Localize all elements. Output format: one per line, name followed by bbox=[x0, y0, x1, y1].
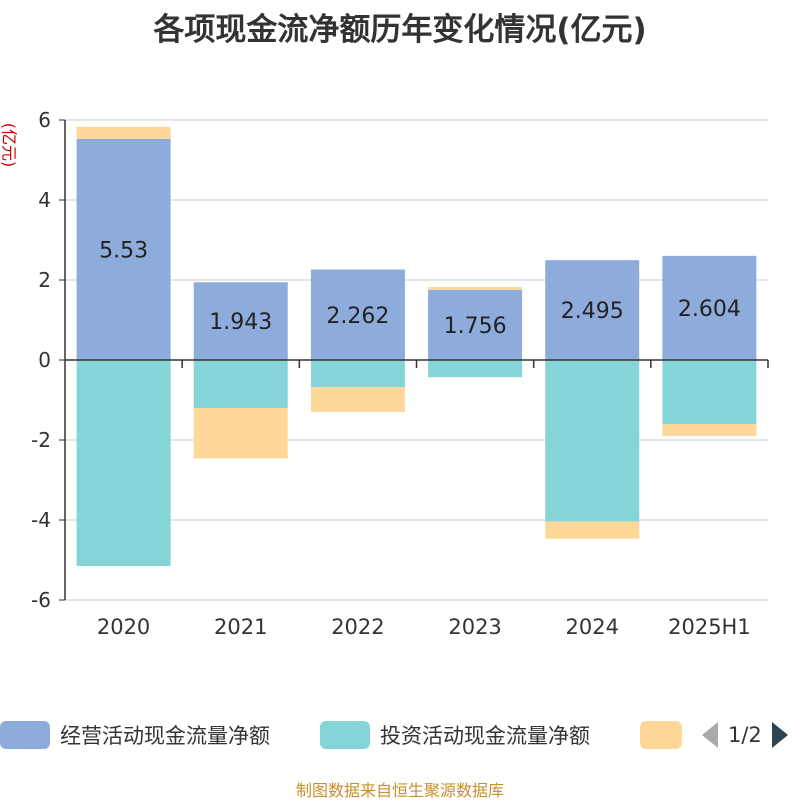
bar-segment bbox=[428, 360, 523, 378]
legend-label-investing: 投资活动现金流量净额 bbox=[380, 724, 590, 748]
bar-segment bbox=[428, 286, 523, 290]
pager-text: 1/2 bbox=[728, 723, 762, 747]
x-tick-label: 2021 bbox=[214, 615, 267, 639]
y-tick-label: 4 bbox=[38, 188, 51, 212]
bar-chart: 6 4 2 0 -2 -4 -6 5.53 2020 1.943 2021 2.262 2022 1.75… bbox=[31, 108, 769, 639]
bar-segment bbox=[310, 269, 405, 360]
y-tick-label: -4 bbox=[31, 508, 51, 532]
legend-swatch-operating bbox=[0, 721, 50, 749]
legend-item-financing[interactable] bbox=[640, 718, 682, 752]
bar-segment bbox=[193, 360, 288, 408]
legend-pager: 1/2 bbox=[700, 718, 790, 752]
pager-prev-icon[interactable] bbox=[700, 721, 720, 749]
data-label: 1.943 bbox=[209, 310, 272, 335]
bar-segment bbox=[662, 424, 757, 436]
x-tick-label: 2022 bbox=[331, 615, 384, 639]
y-tick-label: -2 bbox=[31, 428, 51, 452]
data-label: 2.495 bbox=[561, 299, 624, 324]
x-tick-label: 2023 bbox=[448, 615, 501, 639]
chart-title: 各项现金流净额历年变化情况(亿元) bbox=[153, 12, 647, 48]
x-tick-label: 2020 bbox=[97, 615, 150, 639]
bar-segment bbox=[545, 521, 640, 539]
bar-segment bbox=[76, 360, 171, 566]
bar-segment bbox=[76, 126, 171, 139]
source-note: 制图数据来自恒生聚源数据库 bbox=[295, 781, 504, 800]
y-tick-label: 0 bbox=[38, 348, 51, 372]
y-tick-label: 6 bbox=[38, 108, 51, 132]
x-tick-label: 2025H1 bbox=[668, 615, 751, 639]
data-label: 2.604 bbox=[678, 297, 741, 322]
bar-segment bbox=[662, 255, 757, 360]
data-label: 1.756 bbox=[444, 314, 507, 339]
legend-item-investing[interactable]: 投资活动现金流量净额 bbox=[320, 718, 590, 752]
bar-segment bbox=[428, 289, 523, 360]
bar-segment bbox=[545, 360, 640, 522]
y-tick-label: 2 bbox=[38, 268, 51, 292]
bar-segment bbox=[193, 408, 288, 459]
y-tick-label: -6 bbox=[31, 588, 51, 612]
bar-segment bbox=[310, 360, 405, 388]
pager-next-icon[interactable] bbox=[770, 721, 790, 749]
legend-swatch-investing bbox=[320, 721, 370, 749]
legend-label-operating: 经营活动现金流量净额 bbox=[60, 724, 270, 748]
bar-segment bbox=[545, 260, 640, 360]
data-label: 5.53 bbox=[99, 238, 148, 263]
bar-segment bbox=[310, 387, 405, 412]
bar-segment bbox=[193, 282, 288, 360]
bar-segment bbox=[662, 360, 757, 424]
x-tick-label: 2024 bbox=[566, 615, 619, 639]
bar-segment bbox=[76, 138, 171, 360]
legend: 经营活动现金流量净额 投资活动现金流量净额 bbox=[0, 718, 800, 752]
legend-swatch-financing bbox=[640, 721, 682, 749]
data-label: 2.262 bbox=[326, 304, 389, 329]
legend-item-operating[interactable]: 经营活动现金流量净额 bbox=[0, 718, 270, 752]
